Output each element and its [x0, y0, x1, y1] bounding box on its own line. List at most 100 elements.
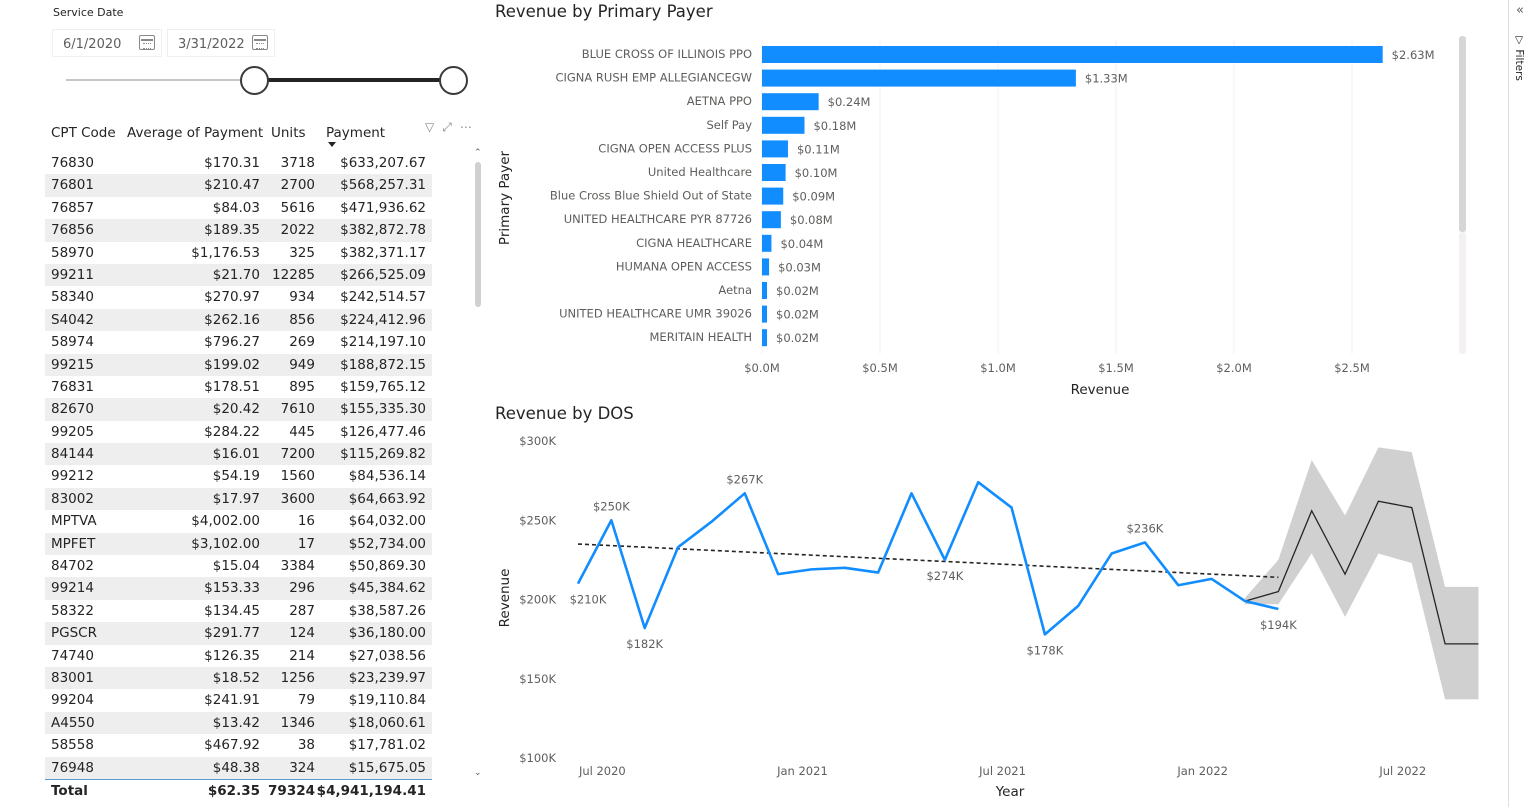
- bar-data-label: $0.02M: [776, 331, 819, 345]
- slider-end-handle[interactable]: [439, 66, 468, 95]
- scrollbar-track: [1459, 232, 1466, 354]
- table-scrollbar[interactable]: ⌃ ⌄: [473, 148, 483, 780]
- units-cell: 949: [289, 356, 315, 373]
- slicer-title: Service Date: [53, 6, 124, 19]
- table-row[interactable]: 99212 $54.19 1560 $84,536.14: [45, 465, 432, 487]
- table-row[interactable]: 83002 $17.97 3600 $64,663.92: [45, 487, 432, 511]
- table-row[interactable]: 82670 $20.42 7610 $155,335.30: [45, 398, 432, 421]
- x-tick-label: $2.0M: [1216, 361, 1252, 375]
- table-row[interactable]: S4042 $262.16 856 $224,412.96: [45, 308, 432, 332]
- table-row[interactable]: 99204 $241.91 79 $19,110.84: [45, 689, 432, 711]
- cpt-code-cell: 99204: [51, 692, 94, 709]
- line-data-label: $267K: [726, 472, 763, 486]
- cpt-code-cell: 76948: [51, 759, 94, 776]
- y-axis-title: Primary Payer: [497, 151, 513, 246]
- table-row[interactable]: 58322 $134.45 287 $38,587.26: [45, 600, 432, 622]
- payer-label: CIGNA OPEN ACCESS PLUS: [598, 141, 752, 155]
- cpt-code-cell: 74740: [51, 647, 94, 664]
- dos-chart-title: Revenue by DOS: [495, 404, 634, 423]
- end-date-input[interactable]: 3/31/2022: [167, 29, 275, 57]
- average-payment-cell: $796.27: [204, 334, 260, 351]
- filters-label[interactable]: ▽ Filters: [1513, 34, 1525, 81]
- filters-pane[interactable]: « ▽ Filters: [1508, 0, 1536, 807]
- average-payment-cell: $13.42: [212, 714, 260, 731]
- average-payment-cell: $467.92: [204, 737, 260, 754]
- table-row[interactable]: 84144 $16.01 7200 $115,269.82: [45, 443, 432, 466]
- y-tick-label: $150K: [519, 672, 556, 686]
- table-row[interactable]: MPTVA $4,002.00 16 $64,032.00: [45, 510, 432, 532]
- payment-cell: $382,872.78: [340, 222, 426, 239]
- table-row[interactable]: 83001 $18.52 1256 $23,239.97: [45, 666, 432, 690]
- average-payment-cell: $284.22: [204, 423, 260, 440]
- table-row[interactable]: PGSCR $291.77 124 $36,180.00: [45, 622, 432, 645]
- average-payment-cell: $3,102.00: [191, 535, 260, 552]
- table-row[interactable]: 58558 $467.92 38 $17,781.02: [45, 734, 432, 756]
- table-row[interactable]: 58974 $796.27 269 $214,197.10: [45, 331, 432, 353]
- cpt-code-cell: PGSCR: [51, 625, 97, 642]
- table-row[interactable]: 99205 $284.22 445 $126,477.46: [45, 421, 432, 443]
- table-row[interactable]: 76831 $178.51 895 $159,765.12: [45, 376, 432, 398]
- units-cell: 325: [289, 244, 315, 261]
- slider-start-handle[interactable]: [240, 66, 269, 95]
- table-row[interactable]: A4550 $13.42 1346 $18,060.61: [45, 711, 432, 735]
- units-cell: 324: [289, 759, 315, 776]
- calendar-icon[interactable]: [252, 35, 268, 50]
- filter-icon[interactable]: ▽: [425, 120, 435, 134]
- more-options-icon[interactable]: ⋯: [459, 120, 472, 134]
- cpt-code-cell: 58970: [51, 244, 94, 261]
- average-payment-cell: $48.38: [212, 759, 260, 776]
- table-row[interactable]: 76857 $84.03 5616 $471,936.62: [45, 197, 432, 219]
- bar-data-label: $1.33M: [1085, 72, 1128, 86]
- table-row[interactable]: 99211 $21.70 12285 $266,525.09: [45, 263, 432, 287]
- payer-label: CIGNA RUSH EMP ALLEGIANCEGW: [555, 71, 752, 85]
- table-row[interactable]: 76801 $210.47 2700 $568,257.31: [45, 174, 432, 197]
- units-cell: 16: [297, 513, 315, 530]
- table-row[interactable]: 58340 $270.97 934 $242,514.57: [45, 286, 432, 308]
- table-row[interactable]: MPFET $3,102.00 17 $52,734.00: [45, 532, 432, 556]
- average-payment-cell: $18.52: [212, 669, 260, 686]
- payer-bar: [762, 116, 805, 134]
- payer-label: BLUE CROSS OF ILLINOIS PPO: [582, 47, 752, 61]
- start-date-value: 6/1/2020: [63, 37, 122, 52]
- bar-data-label: $0.02M: [776, 284, 819, 298]
- payer-label: United Healthcare: [648, 165, 752, 179]
- scroll-up-icon[interactable]: ⌃: [474, 148, 482, 158]
- column-header-units[interactable]: Units: [271, 125, 306, 141]
- scroll-down-icon[interactable]: ⌄: [474, 768, 482, 778]
- forecast-confidence-band: [1245, 447, 1479, 700]
- expand-chevron-icon[interactable]: «: [1516, 3, 1524, 18]
- column-header-payment[interactable]: Payment: [326, 125, 386, 141]
- scrollbar-thumb[interactable]: [475, 162, 481, 307]
- total-units: 79324: [268, 783, 315, 799]
- x-tick-label: $1.0M: [980, 361, 1016, 375]
- table-row[interactable]: 84702 $15.04 3384 $50,869.30: [45, 555, 432, 577]
- average-payment-cell: $15.04: [212, 558, 260, 575]
- average-payment-cell: $153.33: [204, 580, 260, 597]
- column-header-average-payment[interactable]: Average of Payment: [127, 125, 264, 141]
- table-row[interactable]: 76856 $189.35 2022 $382,872.78: [45, 219, 432, 242]
- focus-mode-icon[interactable]: ⤢: [442, 120, 452, 134]
- units-cell: 3718: [280, 155, 315, 171]
- table-row[interactable]: 99215 $199.02 949 $188,872.15: [45, 353, 432, 376]
- start-date-input[interactable]: 6/1/2020: [52, 29, 162, 57]
- payer-label: UNITED HEALTHCARE PYR 87726: [564, 212, 752, 226]
- table-header: CPT Code Average of Payment Units Paymen…: [45, 118, 472, 153]
- column-header-cpt-code[interactable]: CPT Code: [51, 125, 116, 141]
- payment-cell: $50,869.30: [348, 558, 426, 575]
- table-row[interactable]: 76948 $48.38 324 $15,675.05: [45, 756, 432, 779]
- table-row[interactable]: 74740 $126.35 214 $27,038.56: [45, 645, 432, 667]
- table-row[interactable]: 99214 $153.33 296 $45,384.62: [45, 577, 432, 600]
- calendar-icon[interactable]: [139, 35, 155, 50]
- line-data-label: $250K: [593, 499, 630, 513]
- average-payment-cell: $126.35: [204, 647, 260, 664]
- table-row[interactable]: 76830 $170.31 3718 $633,207.67: [45, 152, 432, 174]
- payer-label: Self Pay: [706, 118, 752, 132]
- units-cell: 3600: [280, 490, 315, 507]
- average-payment-cell: $4,002.00: [191, 513, 260, 530]
- units-cell: 269: [289, 334, 315, 351]
- y-tick-label: $100K: [519, 751, 556, 765]
- cpt-code-cell: 58974: [51, 334, 94, 351]
- table-row[interactable]: 58970 $1,176.53 325 $382,371.17: [45, 242, 432, 264]
- x-tick-label: Jul 2022: [1378, 764, 1426, 778]
- average-payment-cell: $210.47: [204, 177, 260, 194]
